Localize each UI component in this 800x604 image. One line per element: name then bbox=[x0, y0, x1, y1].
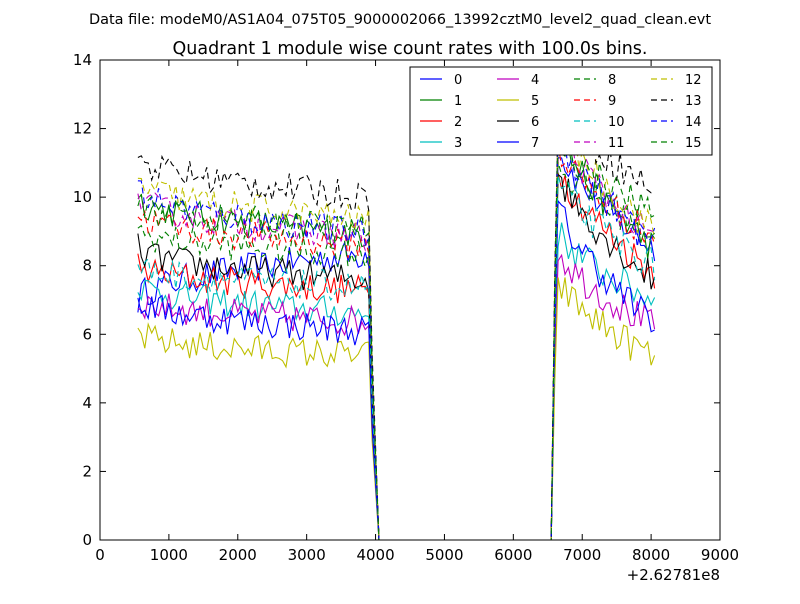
legend-label-4: 4 bbox=[531, 73, 539, 88]
x-tick-label: 4000 bbox=[356, 546, 394, 564]
legend-label-12: 12 bbox=[685, 73, 702, 88]
legend-label-1: 1 bbox=[454, 94, 462, 109]
x-tick-label: 0 bbox=[95, 546, 105, 564]
series-line-6 bbox=[137, 173, 656, 540]
x-tick-label: 1000 bbox=[150, 546, 188, 564]
legend-label-0: 0 bbox=[454, 73, 462, 88]
series-line-15 bbox=[137, 123, 655, 540]
legend-label-10: 10 bbox=[608, 115, 625, 130]
y-tick-label: 8 bbox=[82, 257, 92, 275]
plot-area bbox=[137, 106, 656, 540]
y-tick-label: 0 bbox=[82, 531, 92, 549]
legend-label-14: 14 bbox=[685, 115, 702, 130]
series-line-13 bbox=[137, 106, 655, 540]
legend-label-6: 6 bbox=[531, 115, 539, 130]
x-tick-label: 6000 bbox=[494, 546, 532, 564]
axes-frame bbox=[99, 59, 721, 541]
legend-label-5: 5 bbox=[531, 94, 539, 109]
y-tick-label: 12 bbox=[73, 120, 92, 138]
legend-box bbox=[409, 66, 713, 156]
series-line-4 bbox=[137, 253, 656, 540]
x-tick-label: 2000 bbox=[219, 546, 257, 564]
chart-suptitle: Data file: modeM0/AS1A04_075T05_90000020… bbox=[89, 12, 711, 28]
x-tick-label: 9000 bbox=[701, 546, 739, 564]
legend-label-11: 11 bbox=[608, 136, 625, 151]
series-line-7 bbox=[137, 199, 655, 540]
series-line-14 bbox=[137, 129, 656, 540]
series-line-0 bbox=[137, 157, 656, 540]
x-tick-label: 7000 bbox=[563, 546, 601, 564]
legend-label-13: 13 bbox=[685, 94, 702, 109]
x-tick-label: 3000 bbox=[288, 546, 326, 564]
x-tick-label: 8000 bbox=[632, 546, 670, 564]
x-offset-label: +2.62781e8 bbox=[627, 566, 720, 584]
legend-label-7: 7 bbox=[531, 136, 539, 151]
series-line-11 bbox=[137, 115, 655, 540]
series-line-10 bbox=[137, 175, 656, 540]
legend-label-8: 8 bbox=[608, 73, 616, 88]
legend-label-15: 15 bbox=[685, 136, 702, 151]
y-tick-label: 10 bbox=[73, 188, 92, 206]
legend-label-3: 3 bbox=[454, 136, 462, 151]
series-line-5 bbox=[137, 277, 656, 540]
legend-label-2: 2 bbox=[454, 115, 462, 130]
y-tick-label: 14 bbox=[73, 51, 92, 69]
y-tick-label: 2 bbox=[82, 462, 92, 480]
series-line-8 bbox=[137, 162, 655, 540]
legend-label-9: 9 bbox=[608, 94, 616, 109]
chart-title: Quadrant 1 module wise count rates with … bbox=[173, 39, 648, 59]
axes: 0 1000 2000 3000 4000 5000 6000 7000 8000 9000+2.… bbox=[73, 51, 739, 584]
y-tick-label: 6 bbox=[82, 325, 92, 343]
series-line-3 bbox=[137, 222, 656, 540]
series-line-2 bbox=[137, 172, 656, 540]
y-tick-label: 4 bbox=[82, 394, 92, 412]
x-tick-label: 5000 bbox=[425, 546, 463, 564]
